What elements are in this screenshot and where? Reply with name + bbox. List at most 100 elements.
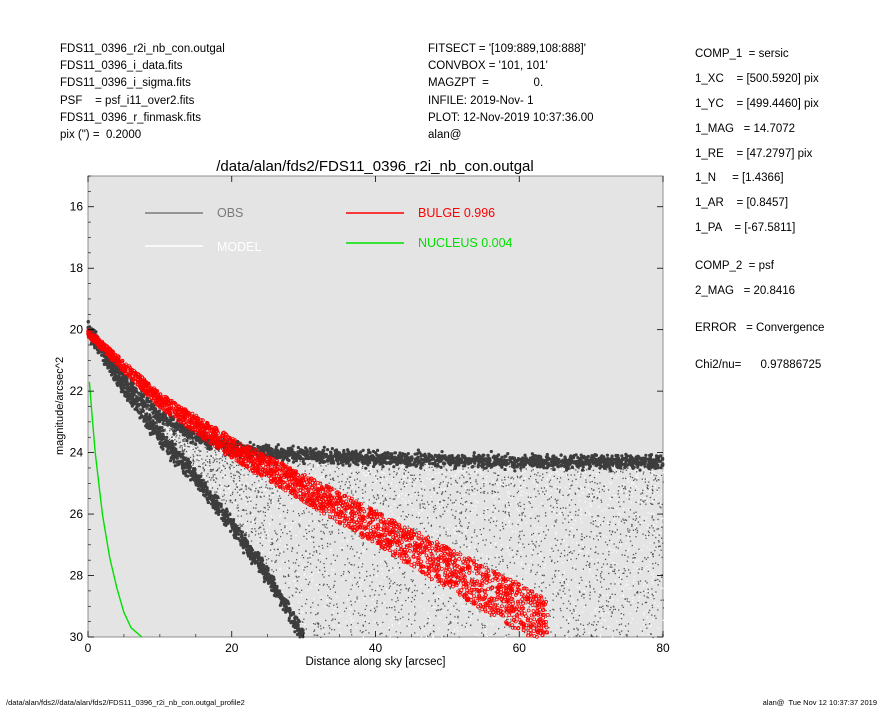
model-point [505, 525, 507, 527]
obs-point [562, 494, 564, 497]
obs-point [646, 487, 649, 490]
model-point [341, 489, 343, 491]
obs-point [455, 499, 457, 501]
model-point [621, 614, 623, 616]
model-point [525, 571, 527, 574]
model-point [637, 559, 639, 561]
obs-point [295, 575, 297, 578]
obs-point [525, 603, 527, 605]
obs-point [581, 533, 583, 535]
obs-point [398, 611, 400, 613]
obs-point [609, 608, 611, 611]
obs-point [150, 411, 153, 413]
obs-point [617, 547, 619, 549]
model-point [239, 482, 241, 484]
model-point [466, 516, 468, 518]
model-point [235, 502, 237, 504]
model-point [286, 527, 288, 529]
obs-point [598, 487, 600, 490]
model-point [258, 484, 260, 486]
obs-point [576, 599, 579, 601]
model-point [524, 590, 526, 593]
fit-parameter: 1_XC = [500.5920] pix [695, 73, 819, 85]
model-point [507, 468, 509, 470]
obs-point [400, 546, 402, 548]
model-point [635, 520, 637, 523]
model-point [509, 493, 511, 495]
obs-point [346, 492, 348, 494]
model-point [460, 471, 462, 473]
model-point [323, 630, 325, 632]
model-point [164, 434, 167, 437]
obs-point [612, 605, 615, 607]
obs-point [263, 519, 265, 522]
model-point [361, 482, 363, 484]
obs-point [551, 486, 553, 488]
obs-point [659, 506, 661, 508]
obs-point [356, 598, 358, 600]
model-point [376, 588, 378, 590]
obs-point [457, 530, 460, 532]
obs-point [465, 538, 467, 541]
model-point [443, 498, 446, 501]
obs-point [658, 545, 661, 547]
obs-point [248, 487, 250, 489]
model-point [647, 512, 649, 514]
model-point [298, 559, 301, 561]
obs-point [337, 612, 339, 615]
model-point [217, 457, 219, 459]
obs-point [203, 470, 205, 472]
obs-point [462, 468, 464, 470]
obs-point [511, 549, 513, 551]
model-point [627, 477, 629, 479]
model-point [570, 527, 572, 529]
obs-point [467, 616, 470, 618]
model-point [458, 542, 460, 544]
obs-point [537, 564, 539, 566]
model-point [571, 469, 573, 471]
obs-point [178, 442, 180, 444]
obs-point [265, 481, 267, 483]
model-point [237, 483, 239, 486]
obs-point [653, 479, 655, 481]
model-point [446, 479, 448, 481]
model-point [432, 606, 434, 608]
obs-point [576, 627, 578, 629]
obs-point [657, 578, 659, 581]
model-point [273, 483, 276, 485]
model-point [495, 567, 497, 570]
obs-point [311, 513, 313, 515]
model-point [394, 630, 396, 632]
model-point [295, 521, 297, 523]
obs-point [625, 549, 627, 552]
model-point [636, 469, 638, 472]
model-point [247, 484, 249, 486]
model-point [249, 470, 251, 472]
model-point [613, 490, 615, 492]
model-point [151, 410, 153, 412]
model-point [465, 532, 467, 534]
obs-point [350, 604, 353, 606]
obs-point [434, 599, 436, 601]
model-point [388, 568, 390, 571]
model-point [348, 614, 351, 616]
model-point [578, 473, 581, 475]
model-point [418, 605, 421, 607]
model-point [653, 602, 656, 604]
model-point [317, 571, 320, 574]
model-point [427, 590, 429, 592]
model-point [441, 636, 443, 638]
model-point [434, 606, 436, 608]
obs-point [592, 538, 595, 540]
model-point [324, 606, 326, 608]
model-point [500, 480, 502, 482]
obs-point [329, 588, 332, 590]
model-point [505, 617, 507, 619]
model-point [443, 482, 445, 484]
obs-point [384, 593, 386, 595]
obs-point [265, 562, 267, 564]
obs-point [305, 528, 307, 531]
obs-point [305, 612, 307, 614]
model-point [264, 512, 266, 514]
obs-point [296, 580, 299, 582]
